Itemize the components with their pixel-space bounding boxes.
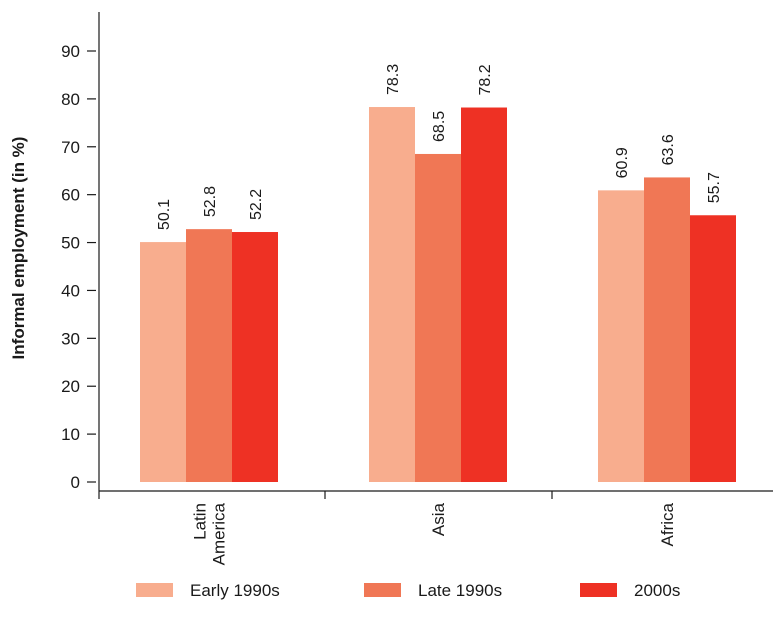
legend-swatch (136, 583, 173, 597)
bar (598, 190, 644, 482)
data-labels: 50.1 78.3 60.9 52.8 68.5 63.6 52.2 78.2 55.7 (156, 64, 723, 230)
data-label: 52.8 (202, 186, 219, 217)
y-tick-label: 10 (61, 425, 80, 444)
bar (690, 215, 736, 482)
y-tick-label: 0 (71, 473, 80, 492)
y-tick-label: 90 (61, 42, 80, 61)
legend-item: Late 1990s (364, 581, 502, 600)
data-label: 50.1 (156, 199, 173, 230)
category-label: Latin (191, 503, 210, 540)
y-tick-label: 60 (61, 186, 80, 205)
bar (415, 153, 461, 482)
legend-label: 2000s (634, 581, 680, 600)
data-label: 68.5 (431, 111, 448, 142)
data-label: 55.7 (706, 172, 723, 203)
category-label: Asia (429, 502, 448, 536)
bar (461, 107, 507, 483)
y-axis-title: Informal employment (in %) (9, 137, 28, 360)
bars (140, 107, 736, 483)
category-label: America (210, 502, 229, 565)
y-tick-label: 40 (61, 281, 80, 300)
axes: 0 10 20 30 40 50 60 70 80 90 Latin America Asia Afric… (61, 12, 773, 565)
legend-item: 2000s (580, 581, 680, 600)
data-label: 78.3 (385, 64, 402, 95)
data-label: 52.2 (248, 189, 265, 220)
data-label: 63.6 (660, 134, 677, 165)
y-tick-label: 30 (61, 329, 80, 348)
y-tick-label: 80 (61, 90, 80, 109)
legend-swatch (580, 583, 617, 597)
legend-item: Early 1990s (136, 581, 280, 600)
y-tick-label: 50 (61, 234, 80, 253)
y-tick-label: 20 (61, 377, 80, 396)
legend: Early 1990s Late 1990s 2000s (136, 581, 680, 600)
legend-label: Late 1990s (418, 581, 502, 600)
bar (369, 107, 415, 482)
data-label: 78.2 (477, 64, 494, 95)
legend-label: Early 1990s (190, 581, 280, 600)
bar (644, 177, 690, 482)
data-label: 60.9 (614, 147, 631, 178)
bar (140, 242, 186, 482)
legend-swatch (364, 583, 401, 597)
bar (232, 232, 278, 482)
bar (186, 229, 232, 482)
y-tick-label: 70 (61, 138, 80, 157)
category-label: Africa (658, 502, 677, 546)
